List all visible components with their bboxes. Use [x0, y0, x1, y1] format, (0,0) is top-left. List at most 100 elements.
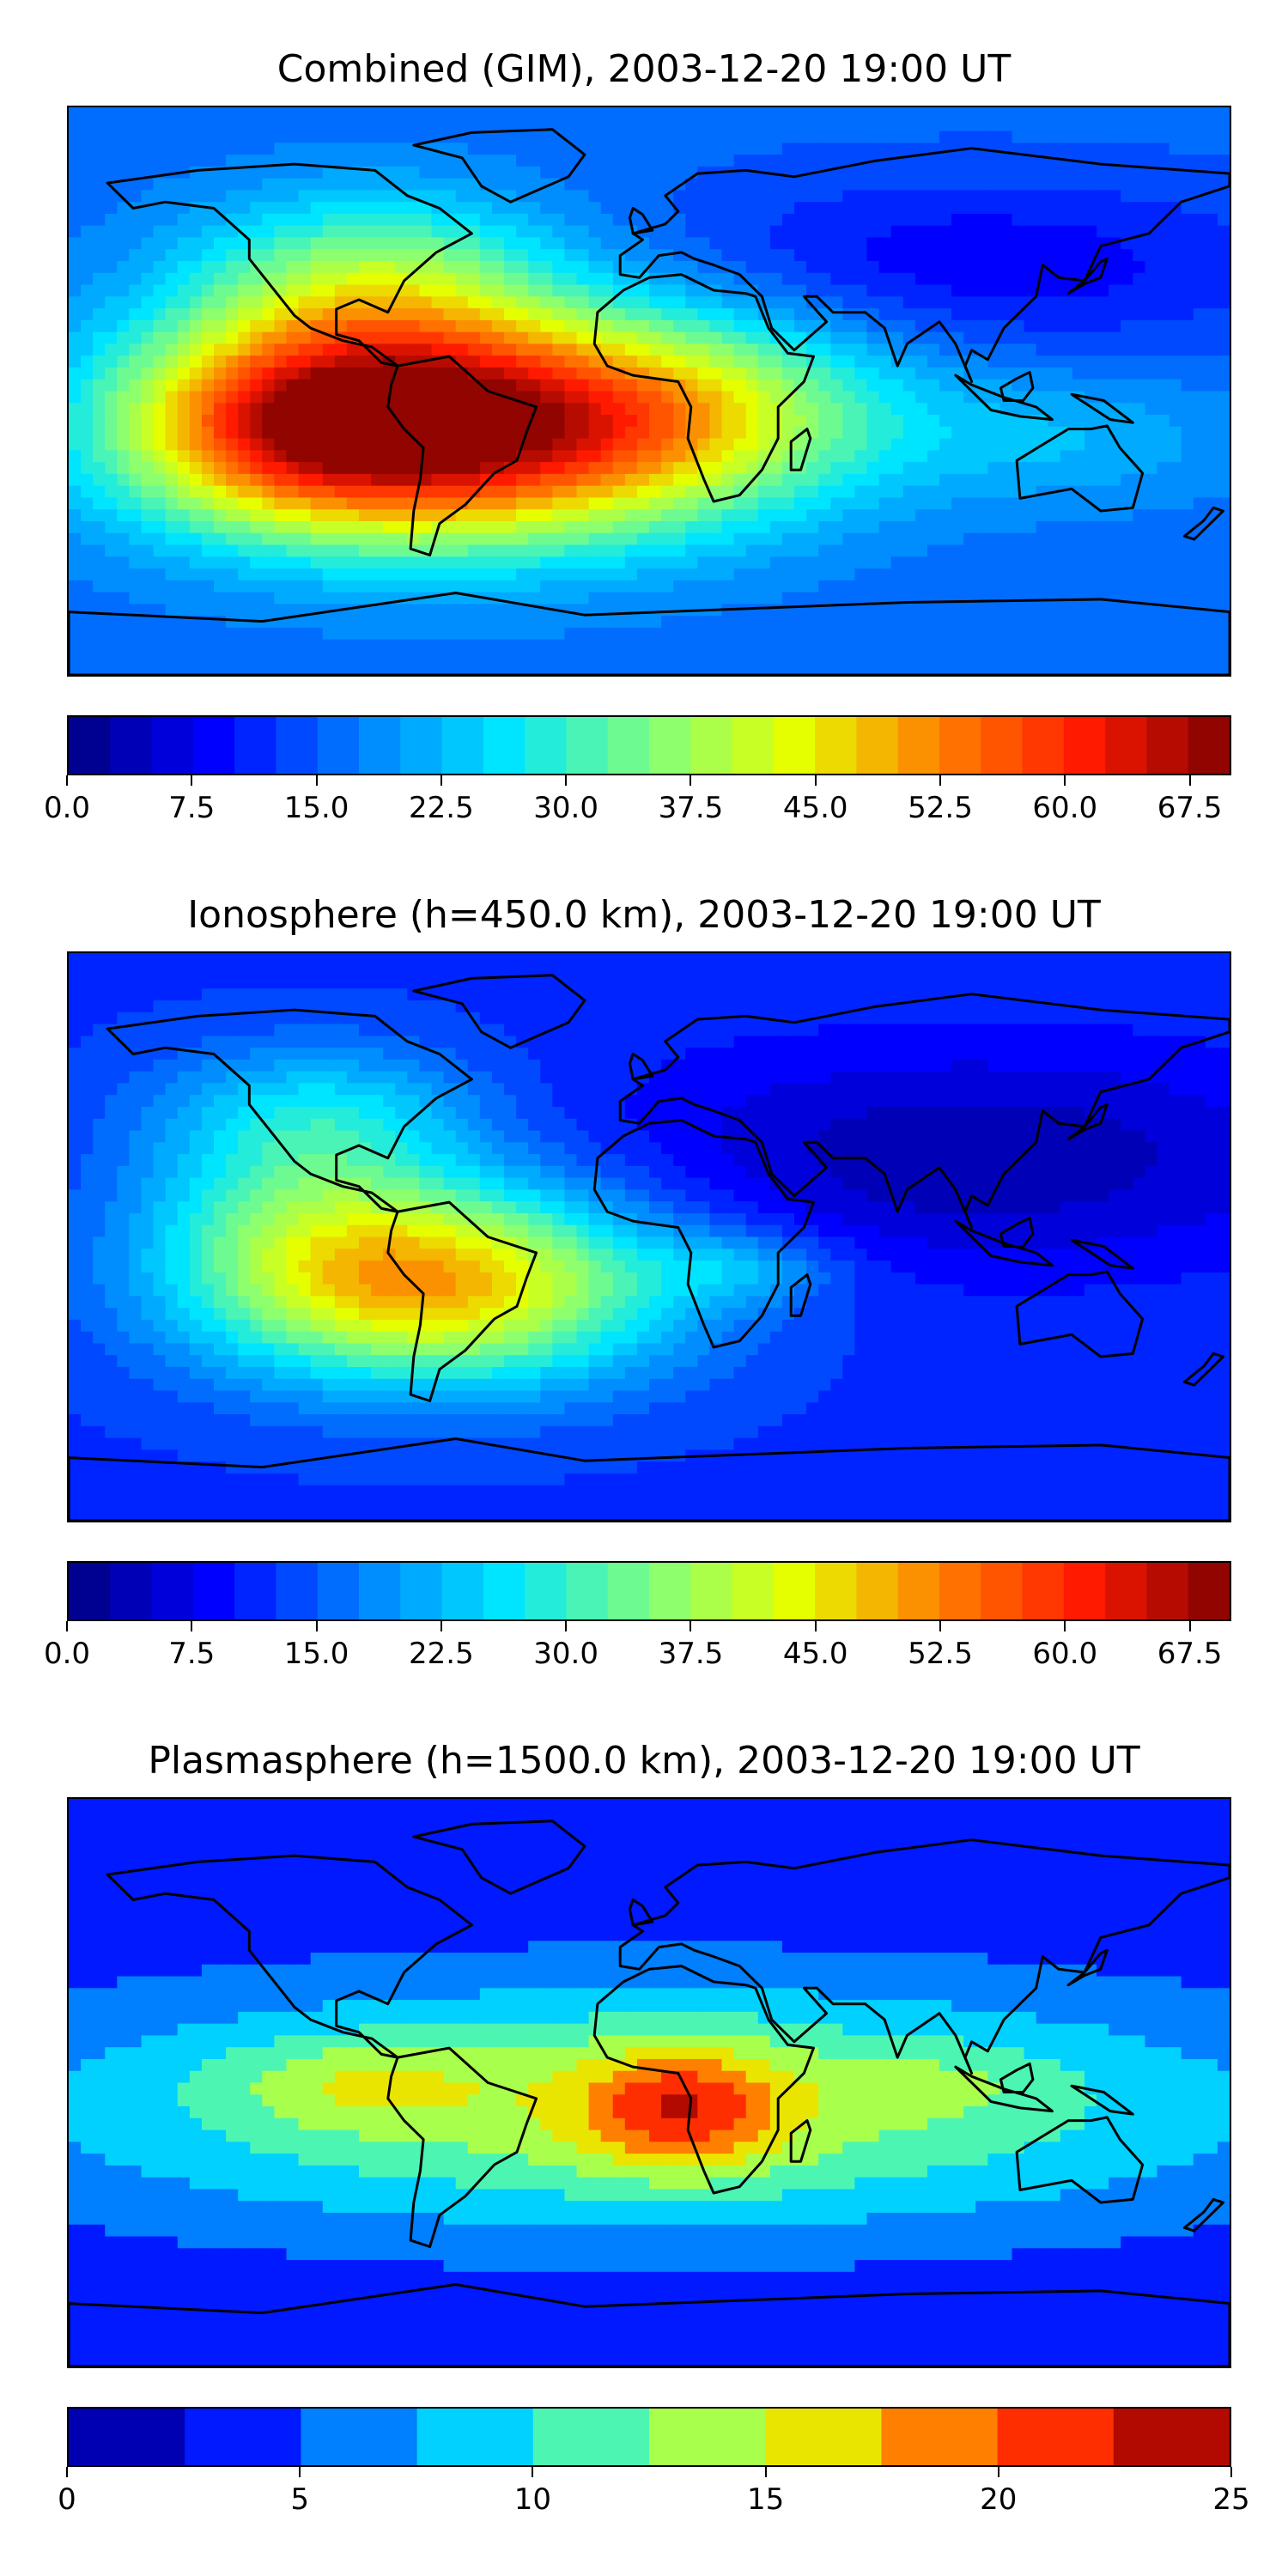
field-cell [250, 556, 263, 569]
field-cell [286, 202, 300, 215]
field-cell [830, 284, 843, 297]
field-cell [346, 426, 360, 440]
field-cell [1145, 580, 1158, 593]
field-cell [129, 403, 143, 416]
panel-combined-field [69, 107, 1230, 675]
field-cell [69, 202, 82, 215]
field-cell [479, 367, 493, 380]
field-cell [636, 131, 650, 143]
field-cell [1072, 485, 1085, 499]
field-cell [105, 155, 118, 167]
field-cell [1109, 450, 1121, 463]
field-cell [455, 426, 469, 440]
field-cell [818, 237, 831, 250]
field-cell [201, 355, 215, 368]
field-cell [310, 580, 324, 593]
field-cell [1097, 143, 1109, 155]
field-cell [939, 462, 952, 475]
field-cell [383, 639, 396, 653]
field-cell [624, 355, 638, 368]
field-cell [177, 509, 191, 522]
field-cell [745, 509, 759, 522]
field-cell [1193, 473, 1206, 487]
field-cell [987, 497, 1001, 510]
field-cell [274, 118, 288, 132]
field-cell [383, 509, 396, 522]
field-cell [1060, 225, 1073, 239]
field-cell [661, 509, 674, 522]
field-cell [165, 976, 179, 989]
field-cell [69, 261, 82, 274]
field-cell [1193, 651, 1206, 664]
field-cell [890, 627, 904, 641]
field-cell [999, 308, 1013, 321]
field-cell [407, 568, 421, 581]
field-cell [141, 131, 155, 143]
field-cell [250, 319, 263, 333]
field-cell [1097, 118, 1109, 132]
field-cell [214, 568, 227, 581]
field-cell [890, 237, 904, 250]
field-cell [1084, 296, 1097, 309]
field-cell [310, 284, 324, 297]
field-cell [322, 509, 336, 522]
field-cell [564, 213, 578, 227]
field-cell [201, 953, 215, 966]
field-cell [927, 520, 940, 534]
field-cell [177, 249, 191, 262]
field-cell [516, 213, 529, 227]
field-cell [455, 331, 469, 345]
field-cell [238, 976, 251, 989]
field-cell [93, 651, 106, 664]
field-cell [1157, 225, 1170, 239]
field-cell [661, 367, 674, 380]
field-cell [1169, 663, 1182, 675]
field-cell [93, 556, 106, 569]
field-cell [491, 450, 505, 463]
field-cell [975, 520, 988, 534]
field-cell [697, 438, 711, 451]
field-cell [1181, 143, 1194, 155]
field-cell [129, 415, 143, 428]
field-cell [1145, 639, 1158, 653]
field-cell [890, 953, 904, 966]
field-cell [177, 237, 191, 250]
field-cell [1048, 976, 1061, 989]
field-cell [105, 639, 118, 653]
colorbar-tick-label: 7.5 [168, 791, 216, 825]
field-cell [334, 166, 348, 179]
field-cell [383, 964, 396, 978]
field-cell [806, 520, 819, 534]
field-cell [1084, 178, 1097, 191]
field-cell [806, 639, 819, 653]
field-cell [721, 308, 735, 321]
field-cell [1217, 964, 1230, 978]
field-cell [1048, 556, 1061, 569]
field-cell [540, 556, 553, 569]
field-cell [274, 178, 288, 191]
field-cell [491, 202, 505, 215]
field-cell [914, 544, 928, 557]
field-cell [346, 509, 360, 522]
field-cell [516, 202, 529, 215]
field-cell [141, 118, 155, 132]
field-cell [914, 438, 928, 451]
field-cell [987, 319, 1001, 333]
field-cell [528, 462, 541, 475]
colorbar-tick [315, 775, 318, 786]
field-cell [201, 450, 215, 463]
field-cell [250, 367, 263, 380]
field-cell [963, 415, 976, 428]
field-cell [201, 237, 215, 250]
field-cell [914, 107, 928, 120]
field-cell [153, 319, 167, 333]
field-cell [334, 225, 348, 239]
colorbar-band [359, 717, 401, 774]
field-cell [407, 225, 421, 239]
field-cell [854, 296, 868, 309]
field-cell [153, 639, 167, 653]
field-cell [709, 532, 723, 546]
field-cell [93, 415, 106, 428]
field-cell [516, 568, 529, 581]
field-cell [322, 651, 336, 664]
